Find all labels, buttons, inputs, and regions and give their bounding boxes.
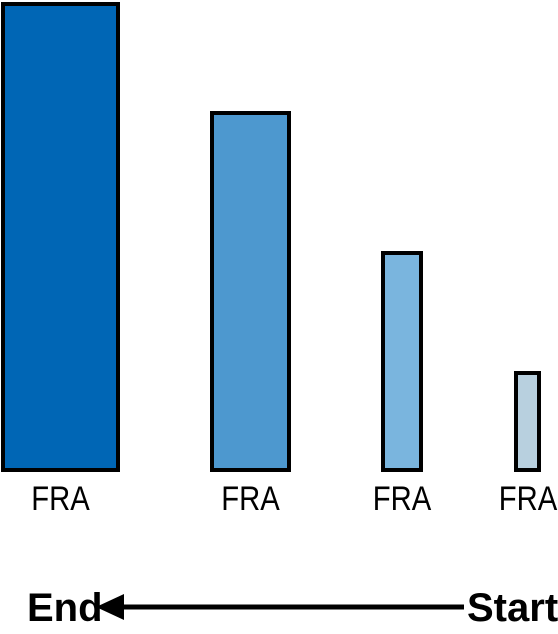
bar-3-label: FRA: [372, 480, 432, 518]
bar-3: [381, 251, 423, 472]
bar-4-label: FRA: [498, 480, 558, 518]
bar-1: [1, 2, 120, 472]
bar-4: [514, 371, 541, 472]
bar-1-label: FRA: [31, 480, 90, 518]
timeline-end-label: End: [27, 586, 103, 630]
timeline-start-label: Start: [467, 586, 558, 630]
bar-2: [210, 111, 291, 472]
timeline-arrow-icon: [96, 594, 464, 620]
bar-2-label: FRA: [221, 480, 280, 518]
